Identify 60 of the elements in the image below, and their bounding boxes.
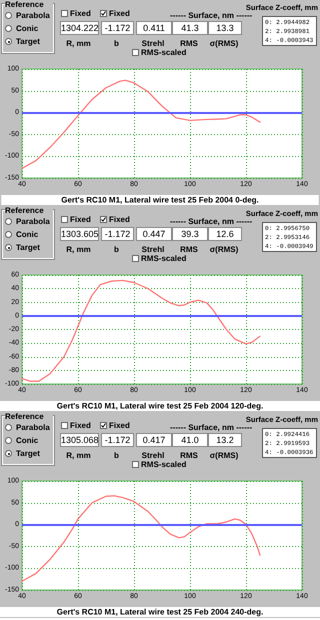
line-series (21, 280, 261, 382)
text: 13.2 (208, 433, 242, 447)
text: 13.3 (208, 21, 242, 35)
text: Reference (5, 0, 53, 9)
text: Target (16, 243, 41, 252)
text: -1.172 (101, 227, 134, 241)
text: 41.3 (172, 21, 208, 35)
text: σ(RMS) (208, 245, 240, 254)
text: RMS (179, 245, 199, 254)
text: Conic (16, 230, 40, 239)
text: Conic (16, 436, 40, 445)
text: Parabola (16, 423, 51, 432)
text: -1.172 (101, 21, 134, 35)
text: Target (16, 449, 41, 458)
text: 0.447 (136, 227, 172, 241)
text: Reference (5, 206, 53, 215)
text: σ(RMS) (208, 39, 240, 48)
text: Parabola (16, 11, 51, 20)
text: b (113, 451, 120, 460)
line-series (21, 495, 261, 582)
text: RMS-scaled (141, 460, 188, 469)
text: Parabola (16, 217, 51, 226)
text: Fixed (70, 421, 92, 430)
text: RMS-scaled (141, 254, 188, 263)
text: Gert's RC10 M1, Lateral wire test 25 Feb 2004 240-deg. (56, 608, 264, 616)
text: 0.411 (136, 21, 172, 35)
text: Fixed (109, 9, 131, 18)
text: RMS (179, 39, 199, 48)
text: σ(RMS) (208, 451, 240, 460)
text: R, mm (65, 451, 92, 460)
text: Gert's RC10 M1, Lateral wire test 25 Feb 2004 120-deg. (56, 402, 264, 410)
text: Fixed (70, 215, 92, 224)
text: RMS (179, 451, 199, 460)
text: R, mm (65, 245, 92, 254)
text: Conic (16, 24, 40, 33)
text: Gert's RC10 M1, Lateral wire test 25 Feb 2004 0-deg. (61, 196, 259, 204)
line-series (21, 80, 261, 170)
text: ------ Surface, nm ------ (170, 423, 252, 432)
text: 1304.222 (60, 21, 99, 35)
text: Fixed (109, 215, 131, 224)
text: Strehl (140, 39, 166, 48)
text: 39.3 (172, 227, 208, 241)
text: RMS-scaled (141, 48, 188, 57)
text: ------ Surface, nm ------ (170, 217, 252, 226)
text: Reference (5, 412, 53, 421)
text: 1305.068 (60, 433, 99, 447)
text: ------ Surface, nm ------ (170, 11, 252, 20)
text: Strehl (140, 451, 166, 460)
text: -1.172 (101, 433, 134, 447)
text: 41.0 (172, 433, 208, 447)
text: Target (16, 37, 41, 46)
text: R, mm (65, 39, 92, 48)
text: 12.6 (208, 227, 242, 241)
text: b (113, 39, 120, 48)
text: 1303.605 (60, 227, 99, 241)
text: b (113, 245, 120, 254)
text: Fixed (109, 421, 131, 430)
text: Strehl (140, 245, 166, 254)
text: 0.417 (136, 433, 172, 447)
text: Fixed (70, 9, 92, 18)
